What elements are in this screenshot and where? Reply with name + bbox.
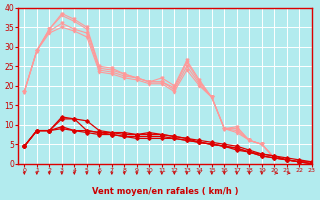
X-axis label: Vent moyen/en rafales ( km/h ): Vent moyen/en rafales ( km/h ) <box>92 187 238 196</box>
